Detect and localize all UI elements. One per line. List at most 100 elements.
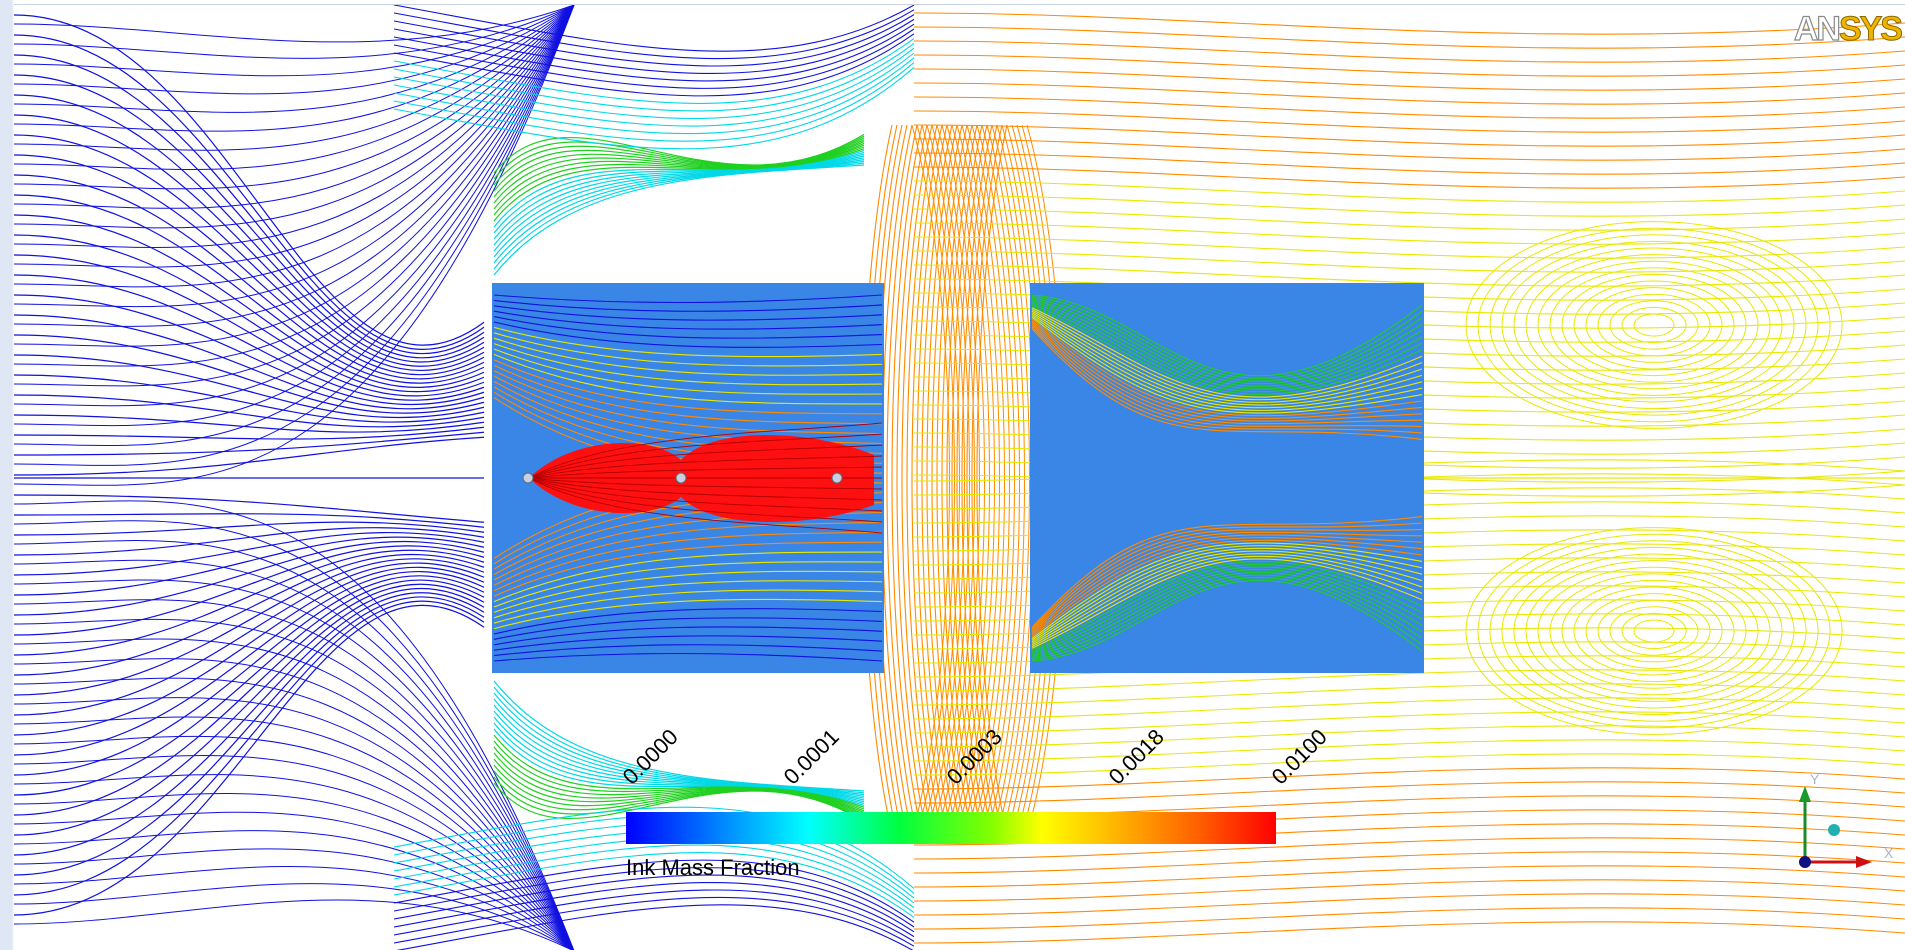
streamline bbox=[14, 431, 485, 456]
streamline bbox=[14, 540, 575, 950]
streamline bbox=[1031, 320, 1423, 419]
streamline bbox=[1031, 522, 1423, 630]
axis-triad[interactable]: Y X bbox=[1788, 770, 1898, 880]
streamline bbox=[14, 5, 575, 95]
streamline bbox=[926, 124, 958, 836]
streamline bbox=[1031, 571, 1423, 657]
streamline bbox=[393, 38, 915, 104]
streamline bbox=[14, 294, 485, 406]
streamline bbox=[393, 66, 915, 150]
streamline bbox=[1031, 326, 1423, 434]
streamline bbox=[14, 774, 574, 950]
streamline bbox=[393, 882, 915, 938]
streamline bbox=[14, 5, 575, 288]
streamline bbox=[1031, 294, 1423, 377]
streamline bbox=[913, 194, 1905, 217]
streamline bbox=[1597, 293, 1711, 357]
streamline bbox=[14, 5, 575, 427]
streamline bbox=[14, 5, 575, 466]
streamline bbox=[1549, 267, 1759, 383]
streamline bbox=[14, 5, 575, 132]
streamline bbox=[916, 124, 955, 836]
streamline bbox=[1525, 560, 1783, 702]
streamline bbox=[14, 426, 485, 440]
streamline bbox=[14, 374, 485, 423]
streamline bbox=[493, 370, 883, 435]
graphics-viewport[interactable]: ANSYS bbox=[14, 4, 1905, 950]
streamline bbox=[1513, 553, 1795, 709]
streamline bbox=[913, 879, 1905, 902]
streamline bbox=[493, 686, 865, 794]
streamline bbox=[1573, 586, 1735, 676]
streamline bbox=[493, 644, 883, 657]
streamline bbox=[1031, 577, 1423, 660]
streamline bbox=[493, 316, 883, 339]
streamline bbox=[913, 753, 1905, 776]
x-axis-label: X bbox=[1884, 845, 1894, 861]
z-axis-dot bbox=[1828, 824, 1840, 836]
streamline bbox=[941, 124, 973, 836]
streamline bbox=[493, 332, 883, 367]
streamline bbox=[1031, 321, 1423, 422]
streamline bbox=[14, 566, 485, 736]
streamline bbox=[1525, 254, 1783, 396]
streamline bbox=[1031, 561, 1423, 651]
streamline bbox=[14, 5, 575, 268]
streamline bbox=[14, 848, 574, 950]
streamline bbox=[528, 433, 883, 479]
streamline bbox=[913, 669, 1905, 692]
streamline bbox=[493, 635, 883, 651]
streamline bbox=[493, 343, 883, 386]
streamline bbox=[493, 305, 883, 321]
streamline bbox=[493, 652, 883, 662]
streamline bbox=[913, 54, 1905, 77]
streamline bbox=[493, 570, 883, 613]
streamline bbox=[14, 604, 485, 916]
streamline bbox=[528, 444, 883, 479]
streamline bbox=[1465, 221, 1843, 429]
streamline bbox=[393, 62, 915, 142]
streamline bbox=[14, 513, 485, 528]
streamline bbox=[493, 321, 883, 348]
streamline bbox=[393, 42, 915, 112]
streamline bbox=[913, 124, 1905, 147]
streamline bbox=[14, 592, 485, 856]
streamline bbox=[493, 617, 883, 640]
streamline bbox=[14, 5, 575, 43]
streamline bbox=[14, 571, 485, 756]
streamline bbox=[14, 811, 574, 950]
streamline bbox=[493, 608, 883, 635]
streamline bbox=[528, 477, 883, 523]
streamline bbox=[891, 124, 923, 836]
streamline bbox=[1501, 546, 1807, 716]
streamline bbox=[493, 359, 883, 415]
streamline bbox=[393, 57, 915, 135]
streamline bbox=[14, 559, 575, 950]
streamline bbox=[493, 692, 865, 796]
streamline bbox=[1031, 547, 1423, 643]
streamline bbox=[913, 739, 1905, 762]
logo-suffix: SYS bbox=[1838, 10, 1903, 49]
streamline bbox=[493, 162, 865, 270]
streamline bbox=[14, 540, 485, 616]
streamline bbox=[528, 477, 883, 501]
streamline bbox=[393, 896, 915, 947]
streamline bbox=[913, 138, 1905, 161]
streamline bbox=[1031, 307, 1423, 398]
streamline bbox=[1031, 545, 1423, 641]
streamline bbox=[14, 536, 485, 596]
streamline bbox=[1573, 280, 1735, 370]
streamline bbox=[1031, 534, 1423, 635]
streamline bbox=[393, 844, 915, 914]
streamline bbox=[14, 549, 485, 656]
streamline bbox=[14, 531, 485, 576]
legend-title: Ink Mass Fraction bbox=[626, 855, 800, 880]
streamline bbox=[916, 124, 948, 836]
streamline bbox=[1031, 539, 1423, 638]
streamline bbox=[493, 141, 865, 198]
streamline bbox=[14, 5, 575, 59]
streamline bbox=[913, 180, 1905, 203]
streamline bbox=[1585, 287, 1723, 363]
streamline bbox=[1465, 527, 1843, 735]
